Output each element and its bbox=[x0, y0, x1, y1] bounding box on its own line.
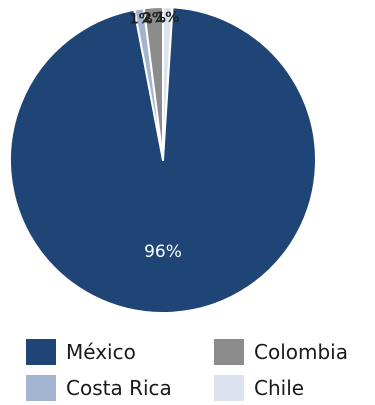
legend-item-costa-rica: Costa Rica bbox=[26, 374, 214, 402]
legend-swatch-chile bbox=[214, 375, 244, 401]
legend-item-mexico: México bbox=[26, 338, 214, 366]
legend-label-chile: Chile bbox=[254, 376, 305, 400]
data-label-colombia: 2% bbox=[142, 10, 166, 26]
legend-item-colombia: Colombia bbox=[214, 338, 371, 366]
pie-slices bbox=[9, 6, 317, 314]
pie-data-labels: 1% 96% 1%2% bbox=[129, 10, 182, 262]
data-label-mexico: 96% bbox=[144, 242, 182, 262]
pie-chart: 1% 96% 1%2% bbox=[9, 6, 317, 314]
legend-item-chile: Chile bbox=[214, 374, 371, 402]
legend: México Colombia Costa Rica Chile bbox=[26, 338, 371, 402]
legend-swatch-costa-rica bbox=[26, 375, 56, 401]
legend-swatch-mexico bbox=[26, 339, 56, 365]
data-label-chile: 1% bbox=[156, 10, 180, 26]
pie-slice-colombia bbox=[142, 6, 164, 161]
legend-swatch-colombia bbox=[214, 339, 244, 365]
legend-label-costa-rica: Costa Rica bbox=[66, 376, 172, 400]
legend-label-colombia: Colombia bbox=[254, 340, 348, 364]
legend-label-mexico: México bbox=[66, 340, 136, 364]
data-label-costa-rica: 1% bbox=[129, 12, 153, 28]
